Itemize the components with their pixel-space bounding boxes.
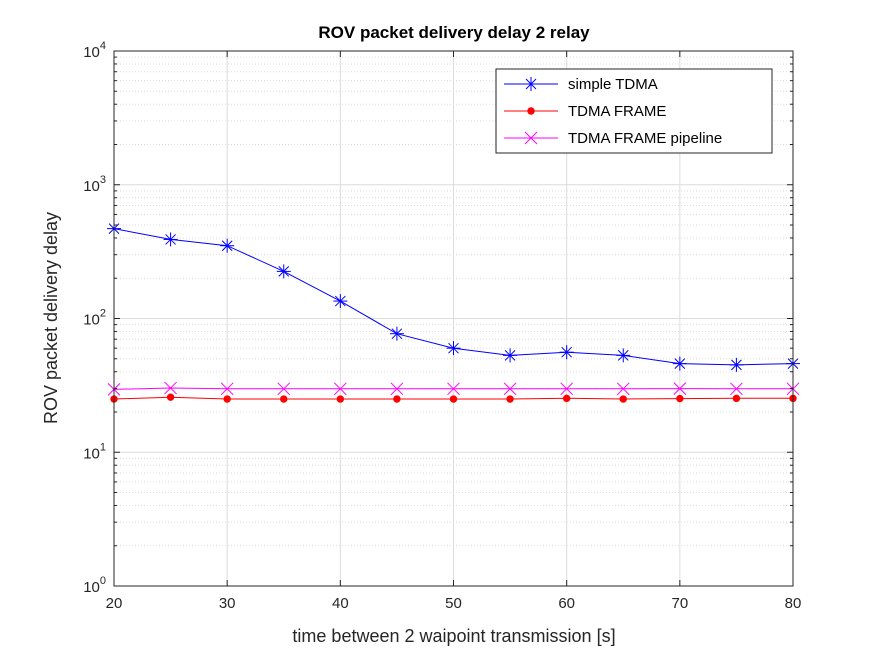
- legend-label: TDMA FRAME pipeline: [568, 130, 722, 147]
- y-tick-label: 102: [83, 308, 106, 329]
- marker-x: [390, 382, 404, 396]
- marker-x: [164, 381, 177, 395]
- marker-stroke: [277, 382, 291, 396]
- x-tick-label: 80: [785, 595, 802, 612]
- y-axis-label: ROV packet delivery delay: [41, 212, 61, 424]
- y-tick-exponent: 1: [100, 441, 106, 453]
- y-tick-exponent: 4: [100, 40, 106, 52]
- marker-asterisk: [503, 348, 518, 363]
- marker-stroke: [448, 342, 459, 354]
- y-tick-exponent: 0: [100, 575, 106, 587]
- y-tick-exponent: 3: [100, 174, 106, 186]
- x-tick-label: 30: [219, 595, 236, 612]
- y-tick-base: 10: [83, 445, 100, 462]
- x-tick-label: 60: [558, 595, 575, 612]
- marker-stroke: [730, 382, 743, 396]
- grid: [113, 51, 794, 587]
- y-tick-base: 10: [83, 44, 100, 61]
- marker-x: [560, 382, 574, 396]
- marker-dot: [393, 395, 401, 403]
- marker-dot: [223, 395, 231, 403]
- marker-x: [220, 382, 234, 396]
- y-tick-label: 104: [83, 40, 106, 61]
- marker-x: [524, 131, 538, 145]
- marker-asterisk: [524, 77, 538, 91]
- y-tick-base: 10: [83, 579, 100, 596]
- series-0: [107, 221, 800, 372]
- marker-dot: [562, 394, 571, 403]
- marker-stroke: [220, 382, 234, 396]
- marker-stroke: [524, 131, 538, 145]
- marker-stroke: [561, 346, 573, 358]
- marker-stroke: [673, 382, 687, 395]
- marker-stroke: [165, 234, 176, 245]
- marker-stroke: [278, 266, 290, 277]
- marker-stroke: [391, 328, 403, 340]
- marker-stroke: [560, 382, 574, 396]
- legend-label: simple TDMA: [568, 76, 658, 93]
- y-tick-label: 100: [83, 575, 106, 596]
- marker-stroke: [525, 78, 537, 90]
- marker-asterisk: [672, 356, 687, 371]
- marker-dot: [166, 393, 175, 401]
- legend-label: TDMA FRAME: [568, 103, 666, 120]
- marker-stroke: [731, 359, 742, 371]
- marker-dot: [619, 395, 627, 403]
- marker-x: [673, 382, 687, 395]
- marker-asterisk: [276, 264, 291, 279]
- marker-stroke: [504, 350, 516, 361]
- marker-dot: [280, 395, 288, 403]
- chart-title: ROV packet delivery delay 2 relay: [318, 23, 590, 42]
- marker-asterisk: [616, 348, 631, 363]
- marker-stroke: [503, 382, 517, 396]
- y-tick-exponent: 2: [100, 308, 106, 320]
- x-tick-label: 40: [332, 595, 349, 612]
- marker-asterisk: [333, 294, 348, 309]
- marker-stroke: [221, 240, 233, 252]
- marker-asterisk: [446, 341, 461, 356]
- marker-x: [277, 382, 291, 396]
- marker-dot: [449, 395, 458, 403]
- y-tick-label: 101: [83, 441, 106, 462]
- y-tick-label: 103: [83, 174, 106, 195]
- marker-dot: [506, 395, 514, 403]
- marker-stroke: [390, 382, 404, 396]
- marker-x: [616, 382, 630, 396]
- marker-asterisk: [163, 232, 178, 247]
- y-tick-base: 10: [83, 312, 100, 329]
- marker-stroke: [164, 381, 177, 395]
- marker-x: [503, 382, 517, 396]
- marker-x: [730, 382, 743, 396]
- marker-dot: [336, 395, 345, 403]
- marker-dot: [732, 394, 741, 403]
- legend: simple TDMA TDMA FRAME TDMA FRAME pipeline: [495, 68, 773, 154]
- marker-asterisk: [559, 345, 574, 360]
- x-axis-label: time between 2 waipoint transmission [s]: [292, 626, 615, 646]
- marker-stroke: [616, 382, 630, 396]
- marker-stroke: [333, 382, 347, 396]
- marker-asterisk: [389, 326, 404, 341]
- x-tick-label: 50: [445, 595, 462, 612]
- marker-x: [333, 382, 347, 396]
- marker-asterisk: [220, 238, 235, 253]
- marker-stroke: [674, 358, 686, 369]
- marker-x: [447, 382, 460, 396]
- marker-dot: [676, 394, 684, 403]
- marker-stroke: [617, 350, 629, 361]
- legend-entry-0: simple TDMA: [504, 76, 658, 93]
- legend-entry-2: TDMA FRAME pipeline: [504, 130, 722, 147]
- y-tick-base: 10: [83, 178, 100, 195]
- marker-stroke: [447, 382, 460, 396]
- series-1: [110, 393, 797, 403]
- x-tick-label: 70: [671, 595, 688, 612]
- marker-asterisk: [729, 357, 744, 372]
- marker-dot: [527, 107, 535, 115]
- x-tick-label: 20: [106, 595, 123, 612]
- legend-entry-1: TDMA FRAME: [504, 103, 666, 120]
- marker-stroke: [334, 295, 346, 307]
